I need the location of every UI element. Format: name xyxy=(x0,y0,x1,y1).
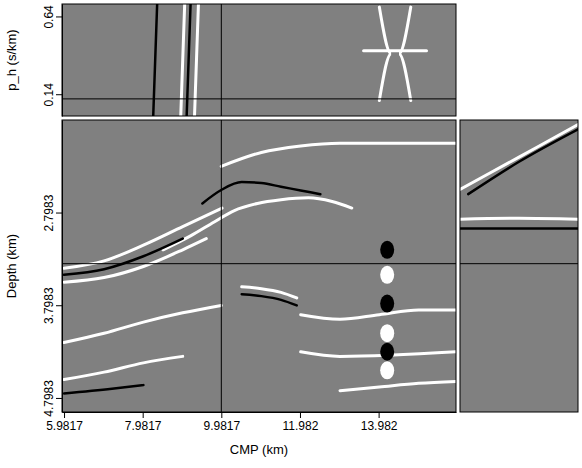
axis-line xyxy=(62,5,63,117)
blob xyxy=(380,295,394,313)
axis-line xyxy=(63,412,457,413)
reflector xyxy=(399,7,411,100)
blob xyxy=(380,324,394,342)
tick-mark xyxy=(379,412,380,418)
tick: 4.7983 xyxy=(42,380,62,417)
reflector xyxy=(221,143,456,166)
background xyxy=(62,4,456,116)
tick: 7.9817 xyxy=(125,412,162,433)
background xyxy=(460,120,578,412)
tick-mark xyxy=(56,305,62,306)
tick-label: 0.64 xyxy=(42,5,56,29)
tick-label: 0.14 xyxy=(42,83,56,107)
reflector xyxy=(364,49,427,52)
tick-mark xyxy=(64,412,65,418)
tick-mark xyxy=(300,412,301,418)
tick-label: 4.7983 xyxy=(42,380,56,417)
tick-mark xyxy=(56,398,62,399)
crosshair xyxy=(62,98,456,99)
reflector xyxy=(64,385,143,393)
reflector xyxy=(64,239,206,283)
plot-area xyxy=(62,120,456,412)
reflector xyxy=(379,7,391,100)
tick: 0.14 xyxy=(42,83,62,107)
axis-title: Depth (km) xyxy=(4,234,19,298)
frame xyxy=(62,4,456,116)
crosshair xyxy=(460,263,578,264)
blob xyxy=(380,266,394,284)
reflector xyxy=(340,381,456,390)
reflector xyxy=(64,305,221,342)
tick-label: 5.9817 xyxy=(46,419,83,433)
figure: 0.14 0.64 p_h (s/km) 5.9817 7.9817 9.9817 11.9… xyxy=(0,0,582,468)
tick-label: 2.7983 xyxy=(42,194,56,231)
tick-mark xyxy=(56,94,62,95)
reflector xyxy=(301,352,456,357)
reflector xyxy=(202,182,320,203)
axis-line xyxy=(62,121,63,413)
frame xyxy=(62,120,456,412)
x-axis: 5.9817 7.9817 9.9817 11.982 13.982 xyxy=(46,412,456,433)
blob xyxy=(380,343,394,361)
reflector xyxy=(64,208,222,268)
axis-title: p_h (s/km) xyxy=(4,29,19,90)
tick-label: 7.9817 xyxy=(125,419,162,433)
crosshair xyxy=(62,263,456,264)
tick: 13.982 xyxy=(361,412,398,433)
plot-area xyxy=(62,4,456,116)
tick-label: 13.982 xyxy=(361,419,398,433)
tick-mark xyxy=(56,16,62,17)
tick: 3.7983 xyxy=(42,287,62,324)
plot-area xyxy=(460,120,578,412)
tick-mark xyxy=(221,412,222,418)
crosshair xyxy=(221,120,222,412)
y-axis: 0.14 0.64 xyxy=(42,5,63,117)
tick: 9.9817 xyxy=(203,412,240,433)
tick: 2.7983 xyxy=(42,194,62,231)
reflector xyxy=(460,125,578,190)
tick-label: 11.982 xyxy=(283,419,319,433)
reflector xyxy=(301,310,456,319)
y-axis: 2.7983 3.7983 4.7983 xyxy=(42,121,63,417)
axis-title: CMP (km) xyxy=(230,442,288,457)
reflector xyxy=(460,217,578,221)
tick: 0.64 xyxy=(42,5,62,29)
blob xyxy=(380,241,394,259)
tick-label: 3.7983 xyxy=(42,287,56,324)
blob xyxy=(380,361,394,379)
reflector xyxy=(460,227,578,230)
tick: 11.982 xyxy=(283,412,319,433)
reflector xyxy=(242,294,297,305)
background xyxy=(62,120,456,412)
frame xyxy=(460,120,578,412)
reflector xyxy=(64,356,183,379)
tick-mark xyxy=(56,213,62,214)
tick-mark xyxy=(143,412,144,418)
tick-label: 9.9817 xyxy=(203,419,240,433)
reflector xyxy=(468,129,578,194)
